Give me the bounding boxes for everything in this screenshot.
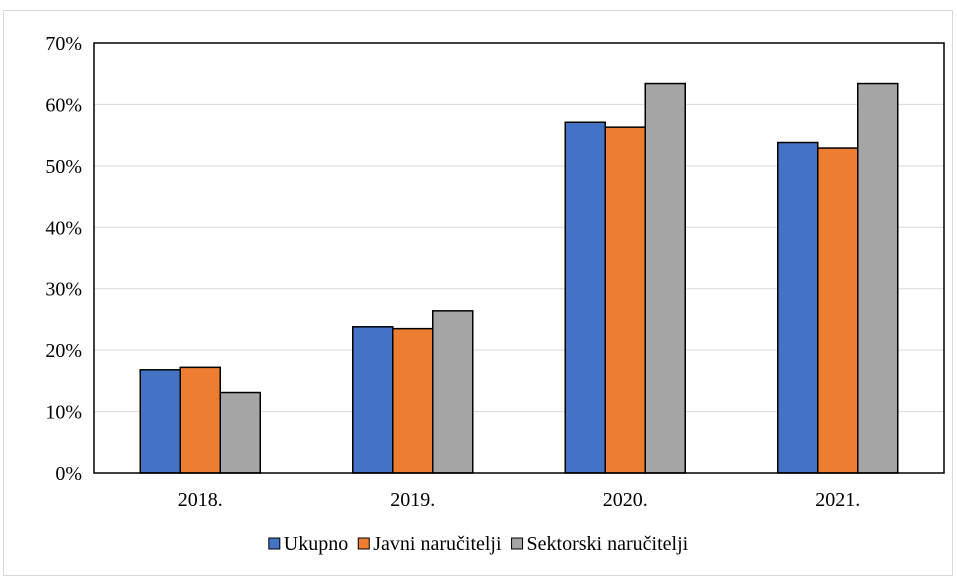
legend-swatch: [511, 537, 524, 550]
y-tick-label: 20%: [45, 340, 82, 362]
bar: [857, 82, 899, 474]
bar: [644, 82, 686, 474]
y-tick-label: 40%: [45, 217, 82, 239]
bar: [219, 391, 261, 474]
bar: [817, 147, 859, 474]
x-tick-label: 2020.: [603, 489, 648, 511]
x-tick-label: 2019.: [390, 489, 435, 511]
y-tick-label: 0%: [55, 463, 82, 485]
legend-label: Javni naručitelji: [373, 533, 502, 555]
bars: [139, 82, 899, 474]
bar: [564, 121, 606, 474]
y-tick-label: 30%: [45, 279, 82, 301]
x-tick-label: 2021.: [815, 489, 860, 511]
bar: [139, 369, 181, 474]
bar: [352, 326, 394, 474]
bar: [432, 310, 474, 474]
legend-label: Ukupno: [284, 533, 348, 555]
y-tick-label: 50%: [45, 156, 82, 178]
y-tick-label: 10%: [45, 402, 82, 424]
chart-frame: [3, 10, 953, 576]
legend-swatch: [268, 537, 281, 550]
bar: [777, 141, 819, 474]
x-axis-tick-labels: 2018. 2019. 2020. 2021.: [178, 489, 861, 511]
legend-label: Sektorski naručitelji: [527, 533, 689, 555]
y-tick-label: 60%: [45, 94, 82, 116]
plot-area-border: [93, 42, 945, 474]
bar: [392, 327, 434, 474]
y-tick-label: 70%: [45, 33, 82, 55]
bar: [179, 366, 221, 474]
legend: Ukupno Javni naručitelji Sektorski naručit…: [268, 533, 689, 555]
x-tick-label: 2018.: [178, 489, 223, 511]
legend-swatch: [357, 537, 370, 550]
bar: [604, 126, 646, 474]
y-axis-tick-labels: 0% 10% 20% 30% 40% 50% 60% 70%: [45, 33, 82, 485]
